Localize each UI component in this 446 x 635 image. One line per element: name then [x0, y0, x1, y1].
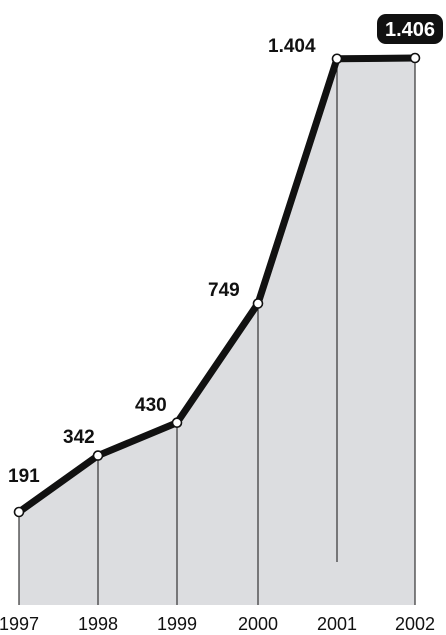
- data-label-1997: 191: [8, 466, 40, 487]
- series-line: [15, 54, 419, 516]
- area-fill: [19, 58, 415, 605]
- x-tick-1997: 1997: [0, 614, 39, 634]
- data-point-1997: [13, 506, 25, 518]
- data-label-highlight: 1.406: [377, 14, 443, 44]
- data-label-1999: 430: [135, 395, 167, 416]
- data-point-2001: [331, 53, 343, 65]
- highlight-badge: [377, 14, 443, 44]
- data-label-2002: 1.406: [385, 19, 435, 41]
- data-label-2001: 1.404: [268, 36, 316, 57]
- data-point-1998: [92, 450, 104, 461]
- x-tick-2001: 2001: [317, 614, 357, 634]
- x-tick-1998: 1998: [78, 614, 118, 634]
- data-point-2002: [409, 52, 421, 64]
- x-tick-2002: 2002: [395, 614, 435, 634]
- x-tick-2000: 2000: [238, 614, 278, 634]
- data-point-2000: [252, 298, 264, 309]
- x-tick-1999: 1999: [157, 614, 197, 634]
- data-point-1999: [171, 417, 183, 428]
- data-label-1998: 342: [63, 427, 95, 448]
- data-label-2000: 749: [208, 280, 240, 301]
